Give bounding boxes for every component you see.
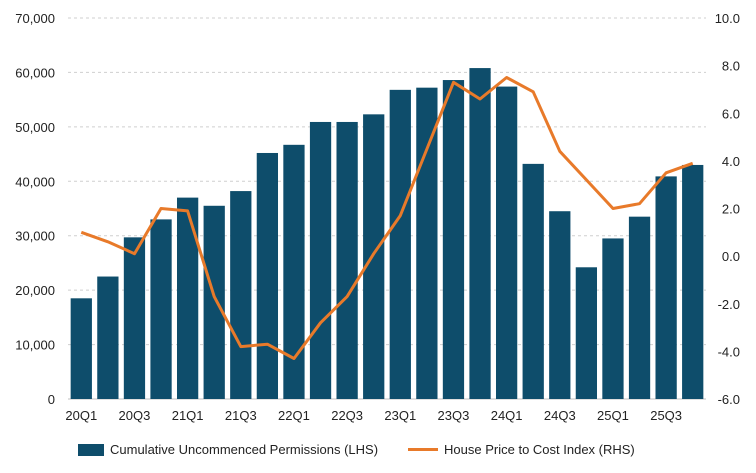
x-axis: 20Q1 20Q3 21Q1 21Q3 22Q1 22Q3 23Q1 23Q3 24Q1 24Q3… [65, 408, 682, 423]
left-tick-label: 10,000 [15, 338, 55, 353]
bar [283, 144, 305, 399]
right-tick-label: -6.0 [718, 392, 740, 407]
bar [389, 89, 411, 400]
legend-swatch-line [408, 448, 439, 451]
legend-item-line: House Price to Cost Index (RHS) [408, 442, 635, 457]
bar [628, 216, 651, 399]
bar [176, 197, 199, 399]
bar [256, 152, 279, 399]
right-tick-label: -4.0 [718, 344, 740, 359]
bar [336, 121, 358, 400]
bar-series [70, 68, 704, 400]
right-tick-label: 10.0 [715, 11, 740, 26]
bar [230, 191, 252, 399]
x-tick-label: 24Q1 [491, 408, 523, 423]
legend-item-bars: Cumulative Uncommenced Permissions (LHS) [78, 442, 378, 457]
bar [469, 68, 491, 400]
chart: 0 10,000 20,000 30,000 40,000 50,000 60,000 70,… [15, 11, 740, 423]
bar [97, 276, 119, 399]
left-tick-label: 0 [48, 392, 55, 407]
x-tick-label: 22Q1 [278, 408, 310, 423]
x-tick-label: 20Q3 [119, 408, 151, 423]
x-tick-label: 21Q1 [172, 408, 204, 423]
bar [70, 298, 92, 399]
left-tick-label: 40,000 [15, 174, 55, 189]
bar [123, 237, 146, 399]
bar [655, 176, 677, 399]
x-tick-label: 21Q3 [225, 408, 257, 423]
x-tick-label: 23Q3 [438, 408, 470, 423]
bar [682, 164, 704, 399]
bar [442, 80, 465, 399]
left-tick-label: 70,000 [15, 11, 55, 26]
legend: Cumulative Uncommenced Permissions (LHS)… [78, 442, 665, 457]
x-tick-label: 25Q3 [650, 408, 682, 423]
bar [522, 163, 544, 399]
left-axis: 0 10,000 20,000 30,000 40,000 50,000 60,000 70,… [15, 11, 55, 407]
x-tick-label: 25Q1 [597, 408, 629, 423]
left-tick-label: 50,000 [15, 120, 55, 135]
line-series [80, 76, 694, 360]
right-tick-label: 8.0 [722, 59, 740, 74]
bar [495, 86, 518, 399]
right-tick-label: 0.0 [722, 249, 740, 264]
left-tick-label: 20,000 [15, 283, 55, 298]
x-tick-label: 22Q3 [331, 408, 363, 423]
bar [575, 267, 598, 399]
right-tick-label: 4.0 [722, 154, 740, 169]
bar [602, 238, 624, 399]
x-tick-label: 24Q3 [544, 408, 576, 423]
bar [549, 211, 571, 399]
x-tick-label: 23Q1 [384, 408, 416, 423]
bar [150, 219, 172, 399]
legend-label-bars: Cumulative Uncommenced Permissions (LHS) [110, 442, 379, 457]
left-tick-label: 60,000 [15, 65, 55, 80]
right-axis: -6.0 -4.0 -2.0 0.0 2.0 4.0 6.0 8.0 10.0 [715, 11, 740, 407]
x-tick-label: 20Q1 [65, 408, 97, 423]
bar [309, 121, 332, 400]
legend-swatch-bars [78, 443, 104, 456]
right-tick-label: 6.0 [722, 106, 740, 121]
line-path [80, 76, 694, 360]
legend-label-line: House Price to Cost Index (RHS) [444, 442, 635, 457]
left-tick-label: 30,000 [15, 229, 55, 244]
bar [203, 205, 225, 399]
right-tick-label: 2.0 [722, 202, 740, 217]
right-tick-label: -2.0 [718, 297, 740, 312]
bar [363, 114, 385, 400]
